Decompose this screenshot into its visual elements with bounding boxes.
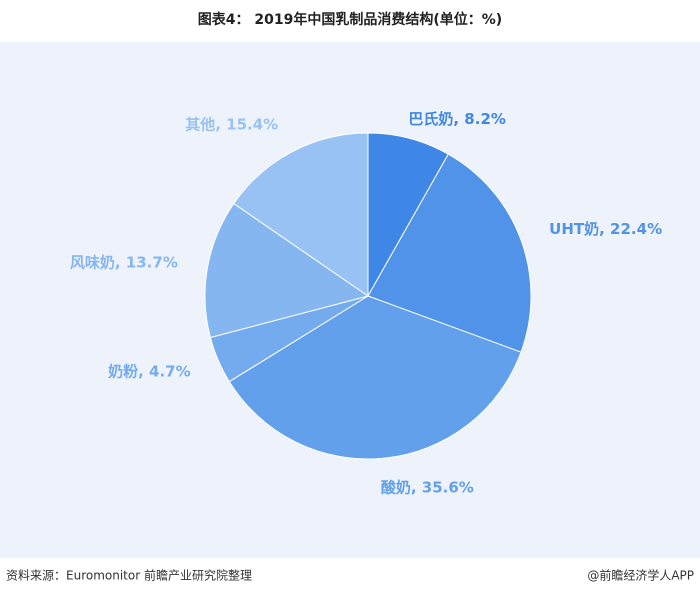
chart-title: 图表4： 2019年中国乳制品消费结构(单位：%) [198,11,502,28]
data-label: UHT奶, 22.4% [549,220,662,238]
data-label: 酸奶, 35.6% [381,479,474,497]
data-label: 其他, 15.4% [185,116,278,134]
data-label: 巴氏奶, 8.2% [408,110,506,128]
pie [204,132,532,460]
pie-slice [233,132,369,297]
data-label: 奶粉, 4.7% [108,363,191,381]
pie-slice [367,153,532,353]
data-label: 风味奶, 13.7% [70,253,178,271]
source-note: 资料来源：Euromonitor 前瞻产业研究院整理 [6,568,252,583]
pie-slice [204,202,370,339]
credit: @前瞻经济学人APP [587,568,694,583]
